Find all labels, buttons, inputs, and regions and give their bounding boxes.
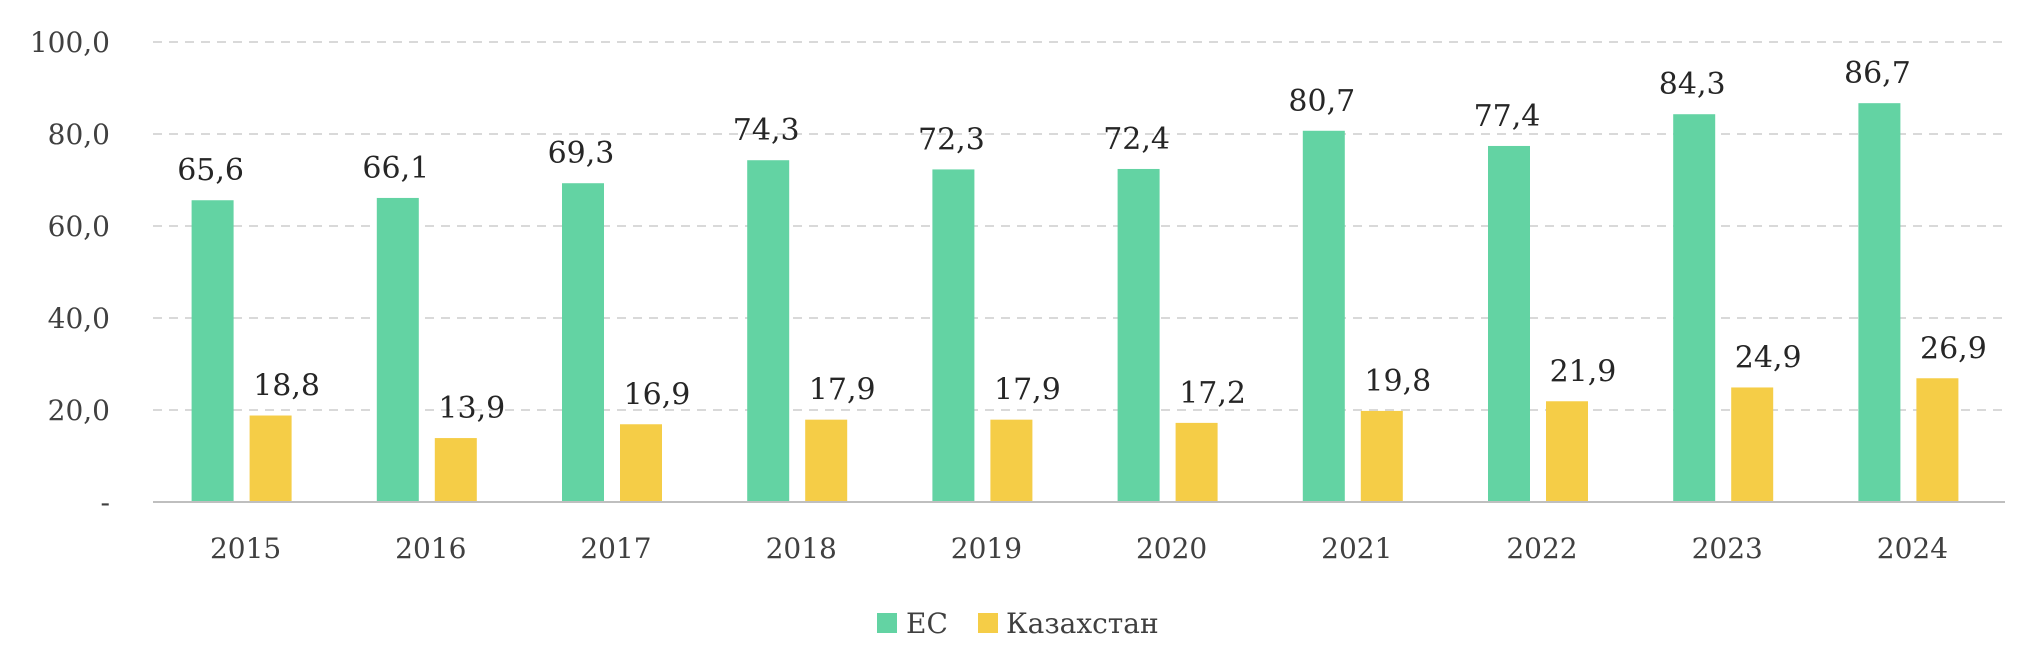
x-tick-label: 2016 — [395, 532, 466, 565]
bar-es-2023 — [1673, 114, 1716, 502]
data-labels: 65,6 18,8 66,1 13,9 69,3 16,9 74,3 17,9 72,3 17,9… — [177, 56, 1987, 426]
y-tick-label: 100,0 — [30, 26, 110, 59]
data-label: 84,3 — [1659, 67, 1726, 102]
data-label: 24,9 — [1735, 340, 1802, 375]
bar-kazakhstan-2019 — [990, 419, 1033, 502]
bars — [191, 103, 1959, 503]
bar-kazakhstan-2017 — [620, 424, 662, 502]
y-tick-label: 60,0 — [48, 210, 110, 243]
bar-kazakhstan-2023 — [1731, 387, 1774, 502]
bar-kazakhstan-2024 — [1916, 378, 1959, 502]
x-tick-label: 2021 — [1321, 532, 1392, 565]
data-label: 21,9 — [1550, 354, 1617, 389]
bar-es-2017 — [562, 183, 604, 502]
bar-kazakhstan-2020 — [1175, 422, 1218, 502]
y-tick-label: 40,0 — [48, 302, 110, 335]
legend: ЕС Казахстан — [877, 607, 1159, 640]
data-label: 16,9 — [624, 377, 691, 412]
x-tick-label: 2015 — [210, 532, 281, 565]
bar-es-2024 — [1858, 103, 1901, 503]
data-label: 74,3 — [733, 113, 800, 148]
data-label: 77,4 — [1474, 99, 1541, 134]
bar-es-2022 — [1488, 145, 1530, 502]
bar-kazakhstan-2015 — [249, 415, 292, 502]
bar-es-2020 — [1117, 168, 1160, 502]
data-label: 17,9 — [994, 373, 1061, 408]
data-label: 17,2 — [1179, 376, 1246, 411]
bar-kazakhstan-2022 — [1546, 401, 1588, 502]
data-label: 13,9 — [438, 391, 505, 426]
x-tick-label: 2018 — [766, 532, 837, 565]
x-axis: 2015 2016 2017 2018 2019 2020 2021 2022 2023 2024 — [153, 501, 2005, 565]
bar-kazakhstan-2021 — [1360, 410, 1403, 502]
bar-kazakhstan-2018 — [805, 419, 848, 502]
legend-swatch-kazakhstan — [978, 613, 998, 633]
data-label: 17,9 — [809, 373, 876, 408]
legend-swatch-es — [877, 613, 897, 633]
data-label: 69,3 — [548, 136, 615, 171]
legend-label-kazakhstan: Казахстан — [1006, 607, 1159, 640]
data-label: 72,3 — [918, 122, 985, 157]
y-axis: - 20,0 40,0 60,0 80,0 100,0 — [30, 26, 110, 519]
data-label: 86,7 — [1844, 56, 1911, 91]
x-tick-label: 2023 — [1692, 532, 1763, 565]
y-tick-label: 20,0 — [48, 394, 110, 427]
bar-es-2015 — [191, 200, 234, 503]
bar-es-2019 — [932, 169, 975, 503]
data-label: 66,1 — [362, 151, 429, 186]
x-tick-label: 2024 — [1877, 532, 1948, 565]
data-label: 19,8 — [1364, 364, 1431, 399]
gridlines — [153, 41, 2005, 411]
bar-kazakhstan-2016 — [434, 438, 477, 502]
data-label: 65,6 — [177, 153, 244, 188]
x-tick-label: 2022 — [1506, 532, 1577, 565]
y-tick-label: - — [101, 486, 110, 519]
data-label: 80,7 — [1288, 84, 1355, 119]
data-label: 18,8 — [253, 369, 320, 404]
x-tick-label: 2019 — [951, 532, 1022, 565]
data-label: 72,4 — [1103, 122, 1170, 157]
data-label: 26,9 — [1920, 331, 1987, 366]
y-tick-label: 80,0 — [48, 118, 110, 151]
bar-es-2016 — [376, 197, 419, 502]
bar-es-2021 — [1302, 130, 1345, 502]
x-tick-label: 2020 — [1136, 532, 1207, 565]
bar-es-2018 — [747, 160, 790, 502]
x-tick-label: 2017 — [580, 532, 651, 565]
legend-label-es: ЕС — [906, 607, 948, 640]
